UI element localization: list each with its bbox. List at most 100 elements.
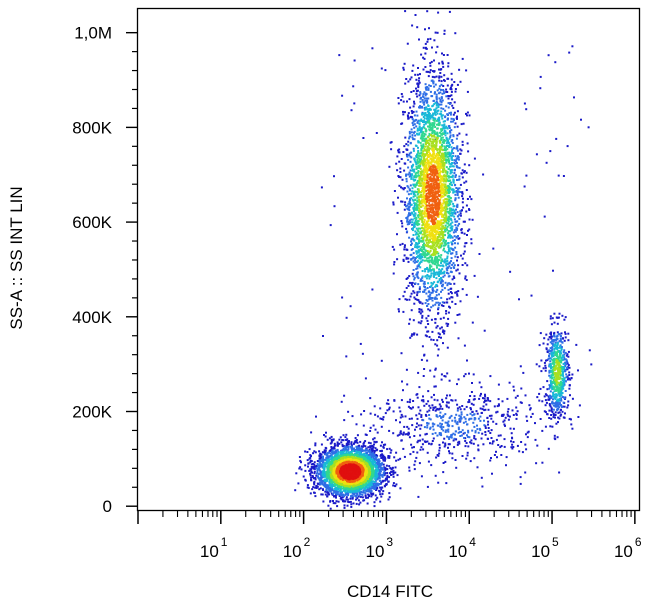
event-point (479, 415, 482, 418)
event-point (329, 507, 332, 510)
event-point (441, 264, 444, 267)
event-point (503, 445, 506, 448)
event-point (416, 73, 419, 76)
event-point (420, 118, 423, 121)
event-point (427, 422, 430, 425)
event-point (353, 59, 356, 62)
event-point (467, 229, 469, 232)
event-point (312, 476, 314, 479)
event-point (435, 284, 438, 286)
event-point (436, 257, 439, 260)
event-point (453, 101, 456, 104)
event-point (373, 458, 376, 461)
event-point (414, 428, 416, 431)
event-point (559, 380, 562, 383)
event-point (489, 459, 492, 462)
event-point (420, 308, 423, 311)
event-point (364, 492, 367, 495)
event-point (555, 388, 558, 391)
event-point (384, 457, 387, 460)
event-point (452, 239, 455, 242)
event-point (411, 223, 414, 226)
event-point (387, 456, 390, 459)
event-point (424, 286, 426, 288)
event-point (422, 126, 425, 129)
event-point (444, 431, 447, 433)
event-point (412, 90, 415, 92)
event-point (446, 54, 449, 56)
event-point (426, 110, 429, 113)
event-point (362, 137, 365, 139)
event-point (413, 276, 416, 279)
event-point (415, 204, 418, 207)
event-point (450, 257, 453, 260)
event-point (451, 162, 454, 164)
event-point (431, 95, 434, 98)
event-point (391, 245, 394, 248)
event-point (563, 365, 566, 368)
event-point (433, 59, 435, 62)
event-point (447, 317, 450, 320)
event-point (441, 268, 444, 271)
event-point (484, 395, 487, 398)
event-point (465, 69, 468, 72)
event-point (419, 106, 422, 109)
event-point (433, 70, 436, 73)
event-point (411, 173, 414, 176)
event-point (456, 110, 459, 113)
event-point (400, 93, 403, 95)
event-point (492, 420, 495, 423)
event-point (461, 201, 464, 204)
event-point (446, 271, 448, 274)
event-point (559, 340, 562, 343)
event-point (485, 403, 488, 406)
event-point (404, 136, 407, 139)
event-point (449, 214, 452, 217)
event-point (544, 393, 547, 396)
event-point (449, 223, 452, 226)
event-point (440, 128, 443, 131)
event-point (418, 249, 420, 252)
event-point (483, 397, 486, 400)
event-point (443, 375, 446, 377)
event-point (409, 135, 412, 138)
event-point (331, 487, 333, 490)
event-point (398, 298, 401, 301)
event-point (557, 400, 560, 402)
event-point (416, 236, 419, 239)
event-point (430, 338, 433, 341)
event-point (432, 272, 435, 275)
event-point (411, 221, 414, 224)
event-point (417, 141, 420, 144)
event-point (462, 122, 465, 125)
event-point (416, 127, 419, 130)
event-point (351, 497, 354, 500)
event-point (455, 208, 457, 211)
event-point (395, 162, 398, 165)
event-point (423, 148, 426, 150)
event-point (566, 353, 569, 356)
event-point (405, 173, 408, 176)
event-point (414, 14, 417, 16)
event-point (382, 472, 385, 475)
event-point (441, 284, 443, 287)
event-point (403, 246, 406, 249)
event-point (571, 373, 574, 376)
event-point (465, 112, 467, 115)
event-point (372, 438, 375, 441)
event-point (424, 52, 427, 55)
event-point (316, 463, 319, 465)
event-point (425, 414, 428, 417)
event-point (414, 179, 417, 181)
event-point (324, 490, 327, 493)
event-point (424, 128, 427, 131)
event-point (451, 433, 454, 436)
event-point (434, 257, 437, 260)
event-point (352, 502, 355, 505)
event-point (415, 227, 418, 230)
event-point (386, 409, 389, 412)
event-point (355, 450, 358, 453)
event-point (421, 443, 424, 446)
event-point (510, 446, 513, 449)
event-point (421, 276, 424, 279)
